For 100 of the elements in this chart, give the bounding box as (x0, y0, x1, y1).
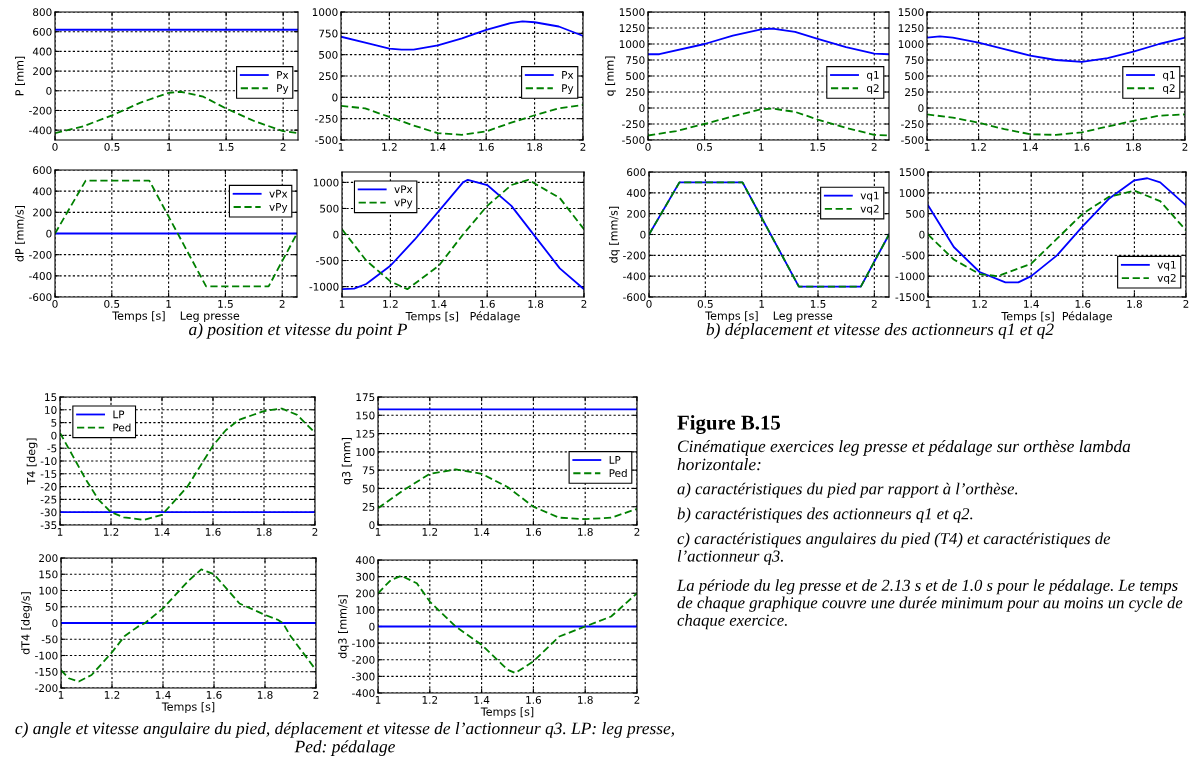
x-tick-label: 1 (166, 300, 171, 308)
legend-label: LP (609, 456, 621, 464)
x-tick-label: 1.5 (810, 300, 826, 308)
y-tick-label: 600 (33, 166, 52, 175)
line-series (378, 574, 637, 674)
text: b) caractéristiques des actionneurs q1 et q2. (677, 507, 973, 523)
y-tick-label: 1500 (619, 8, 645, 17)
x-tick-label: 1.6 (480, 299, 495, 308)
x-axis-title: Temps [s] Leg presse (112, 311, 240, 322)
legend-label: Py (277, 84, 289, 95)
text: a) position et vitesse du point P (189, 323, 408, 339)
x-tick-label: 1.8 (1126, 142, 1141, 151)
legend-label: Px (277, 71, 289, 79)
x-tick-label: 1.5 (810, 143, 826, 151)
x-tick-label: 0.5 (696, 142, 712, 151)
x-tick-label: 1.4 (1023, 143, 1038, 151)
y-tick-label: 5 (51, 418, 57, 427)
x-tick-label: 2 (634, 695, 640, 704)
text: b) déplacement et vitesse des actionneurs q1 et q2 (706, 323, 1054, 339)
x-tick-label: 1 (375, 696, 381, 704)
x-tick-label: 1.6 (1075, 299, 1091, 308)
y-tick-label: -200 (29, 106, 52, 115)
text: c) angle et vitesse angulaire du pied, déplacement et vitesse de l’actionneur q3. LP: leg presse, Ped: pédalage (15, 722, 674, 756)
y-tick-label: -300 (352, 672, 375, 681)
y-tick-label: 1250 (619, 24, 645, 33)
x-tick-label: 1.2 (104, 690, 120, 699)
x-tick-label: 1.2 (103, 527, 119, 536)
legend-label: Px (562, 71, 574, 79)
y-tick-label: 200 (356, 589, 375, 598)
x-tick-label: 1.4 (154, 528, 170, 536)
x-tick-label: 1.8 (527, 142, 543, 151)
y-tick-label: 200 (33, 67, 52, 76)
x-tick-label: 2 (871, 142, 877, 151)
line-series (341, 20, 583, 51)
x-tick-label: 2 (280, 142, 286, 151)
x-tick-label: 1 (375, 528, 381, 536)
y-tick-label: -400 (29, 272, 52, 280)
y-tick-label: -250 (622, 120, 645, 129)
y-tick-label: -5 (47, 444, 57, 453)
y-tick-label: -400 (623, 272, 646, 281)
x-tick-label: 2 (312, 527, 318, 536)
x-tick-label: 1.2 (382, 142, 397, 151)
y-tick-label: -25 (40, 495, 57, 504)
x-tick-label: 1.6 (1074, 142, 1090, 151)
text: Figure B.15 (677, 415, 781, 435)
y-tick-label: 0 (640, 230, 646, 239)
x-tick-label: 2 (1183, 299, 1189, 308)
y-tick-label: -600 (29, 293, 52, 302)
y-tick-label: -200 (623, 251, 646, 260)
y-tick-label: 300 (356, 572, 375, 581)
y-tick-label: -150 (35, 667, 58, 676)
x-tick-label: 1.4 (1024, 300, 1039, 308)
x-tick-label: 1 (58, 691, 64, 699)
y-tick-label: -15 (40, 470, 57, 478)
y-tick-label: 1000 (899, 189, 925, 197)
line-series (378, 468, 637, 521)
y-tick-label: 0 (369, 622, 375, 631)
y-tick-label: -250 (901, 120, 924, 129)
y-tick-label: 100 (356, 448, 375, 456)
y-tick-label: 400 (32, 187, 52, 196)
y-tick-label: 0 (46, 87, 52, 95)
x-tick-label: 0.5 (104, 142, 120, 151)
x-tick-label: 1 (925, 300, 931, 308)
y-tick-label: 100 (39, 586, 58, 595)
y-tick-label: 200 (627, 209, 646, 218)
x-tick-label: 1.4 (431, 300, 447, 308)
y-tick-label: 500 (319, 50, 338, 59)
legend-label: vPy (394, 198, 413, 209)
y-axis-title: q [mm] (605, 56, 616, 96)
y-tick-label: -600 (623, 293, 646, 302)
x-tick-label: 1.6 (526, 695, 542, 704)
legend-label: q1 (866, 71, 879, 81)
legend-label: vq1 (1157, 260, 1176, 271)
y-tick-label: 50 (362, 484, 375, 493)
y-tick-label: 15 (45, 393, 57, 402)
x-tick-label: 1.5 (218, 143, 234, 151)
x-tick-label: 0.5 (697, 299, 713, 308)
y-tick-label: 1000 (619, 40, 645, 49)
x-tick-label: 1.2 (972, 299, 987, 308)
legend-label: vq2 (1157, 273, 1176, 284)
x-tick-label: 1.4 (430, 143, 446, 151)
y-tick-label: 75 (362, 466, 375, 475)
y-tick-label: -35 (40, 521, 57, 530)
y-tick-label: 1500 (898, 8, 924, 17)
y-tick-label: 0 (639, 104, 645, 113)
legend-label: Ped (113, 423, 131, 432)
y-tick-label: 25 (362, 502, 375, 511)
line-series (648, 27, 889, 56)
y-tick-label: 125 (356, 429, 375, 438)
y-tick-label: -100 (352, 639, 375, 648)
legend-label: Py (562, 84, 574, 95)
x-tick-label: 1.5 (218, 300, 233, 308)
y-tick-label: 250 (905, 88, 924, 97)
x-tick-label: 1.8 (528, 299, 544, 308)
y-tick-label: 0 (332, 93, 338, 102)
x-tick-label: 1.6 (479, 142, 494, 151)
text: Cinématique exercices leg presse et pédalage sur orthèse lambda horizontale: (677, 439, 1131, 471)
y-tick-label: 200 (39, 554, 58, 563)
x-tick-label: 1.4 (474, 696, 490, 704)
x-tick-label: 0 (646, 299, 652, 308)
